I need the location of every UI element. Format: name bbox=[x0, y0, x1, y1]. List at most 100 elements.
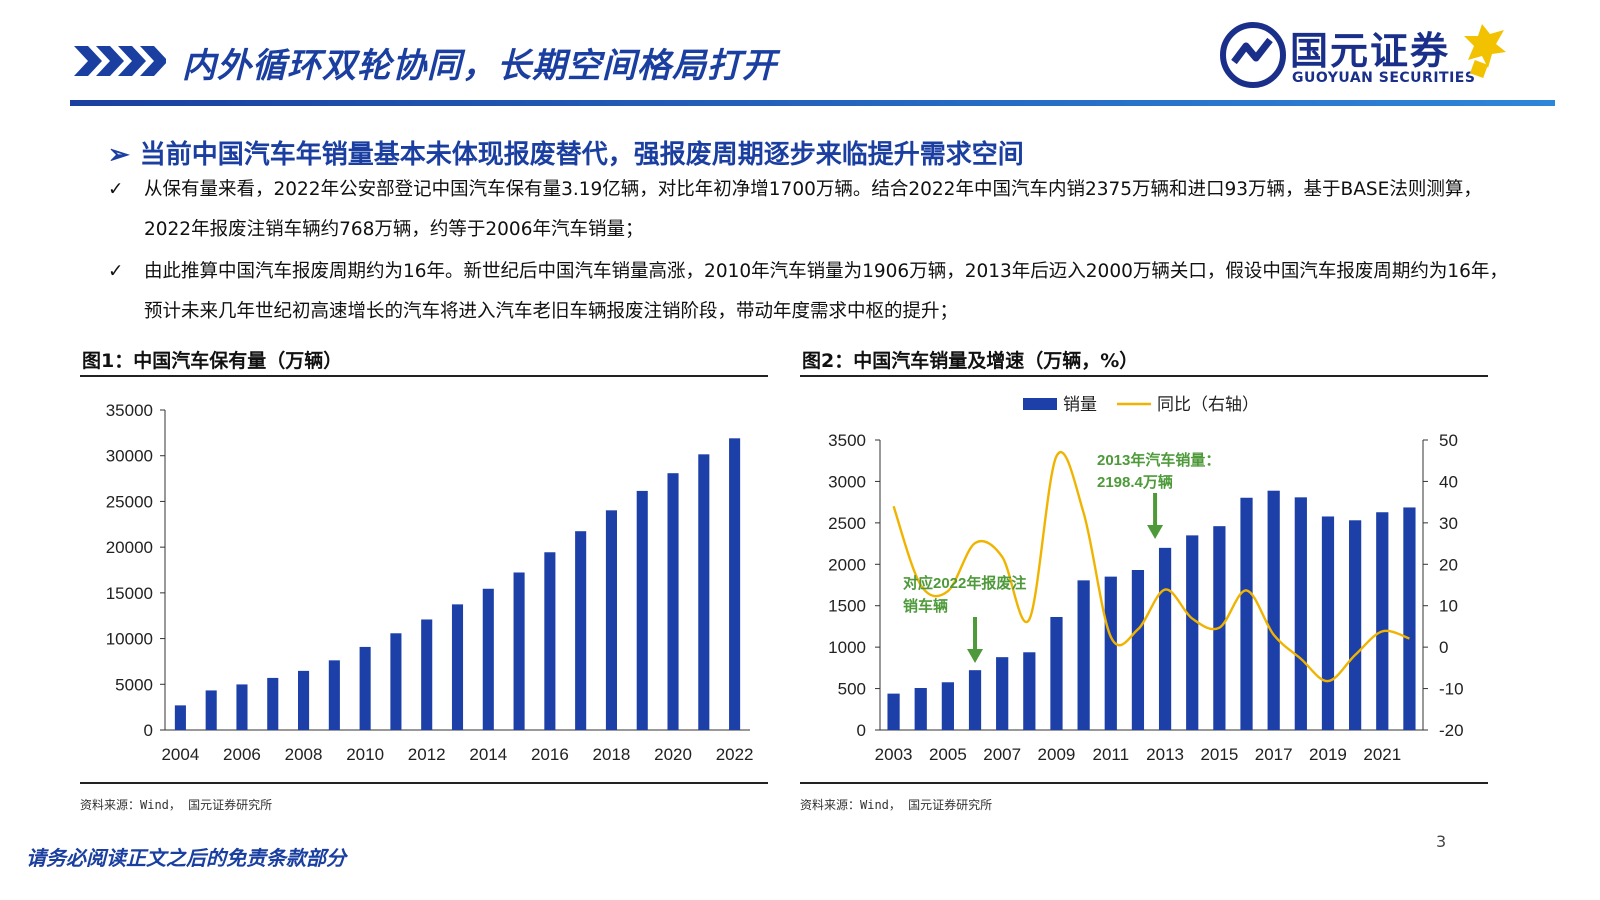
bar-2013 bbox=[1158, 547, 1172, 730]
page-title: 内外循环双轮协同，长期空间格局打开 bbox=[182, 46, 777, 86]
bullet-text: 从保有量来看，2022年公安部登记中国汽车保有量3.19亿辆，对比年初净增170… bbox=[144, 179, 1482, 240]
bar-2019 bbox=[636, 490, 648, 730]
right-y-tick-label: 20 bbox=[1439, 555, 1458, 574]
x-tick-label: 2005 bbox=[929, 745, 967, 764]
right-y-tick-label: 50 bbox=[1439, 431, 1458, 450]
page-number: 3 bbox=[1436, 832, 1447, 851]
section-subheading: ➢ 当前中国汽车年销量基本未体现报废替代，强报废周期逐步来临提升需求空间 bbox=[108, 134, 1024, 171]
figure2-title: 图2：中国汽车销量及增速（万辆，%） bbox=[802, 350, 1139, 372]
annotation-2022-scrap-line1: 对应2022年报废注 bbox=[903, 574, 1026, 592]
annotation-arrow-head-1 bbox=[967, 649, 984, 663]
bar-2011 bbox=[390, 633, 402, 730]
y-tick-label: 0 bbox=[144, 721, 153, 740]
x-tick-label: 2007 bbox=[983, 745, 1021, 764]
y-tick-label: 30000 bbox=[106, 447, 153, 466]
bar-2017 bbox=[575, 531, 587, 730]
bar-2016 bbox=[544, 552, 556, 730]
figure1-top-rule bbox=[80, 375, 768, 377]
right-y-tick-label: -20 bbox=[1439, 721, 1464, 740]
y-tick-label: 20000 bbox=[106, 538, 153, 557]
right-y-tick-label: -10 bbox=[1439, 680, 1464, 699]
x-tick-label: 2015 bbox=[1200, 745, 1238, 764]
left-y-tick-label: 500 bbox=[838, 680, 866, 699]
bar-2017 bbox=[1267, 490, 1280, 730]
checkmark-icon: ✓ bbox=[108, 261, 124, 282]
growth-line bbox=[892, 451, 1410, 683]
logo-emblem-icon bbox=[1220, 22, 1286, 88]
bar-2010 bbox=[1077, 580, 1090, 730]
y-tick-label: 35000 bbox=[106, 401, 153, 420]
bar-2008 bbox=[1023, 652, 1036, 730]
figure2-top-rule bbox=[800, 375, 1488, 377]
right-y-tick-label: 10 bbox=[1439, 597, 1458, 616]
x-tick-label: 2008 bbox=[285, 745, 323, 764]
chevrons-icon bbox=[74, 46, 166, 76]
logo-star-icon bbox=[1464, 24, 1506, 78]
company-logo: 国元证券 GUOYUAN SECURITIES bbox=[1220, 18, 1550, 98]
figure2-chart: 0 500 1000 1500 2000 2500 3000 3500 -20 -10 0 10 20 3… bbox=[828, 395, 1464, 764]
left-y-tick-label: 2500 bbox=[828, 514, 866, 533]
arrow-bullet-icon: ➢ bbox=[108, 140, 130, 170]
x-tick-label: 2011 bbox=[1092, 745, 1129, 764]
bar-2012 bbox=[421, 619, 433, 730]
legend-sales-label: 销量 bbox=[1063, 395, 1097, 414]
figure1-chart: 0 5000 10000 15000 20000 25000 30000 35000 2004 2… bbox=[106, 401, 754, 764]
left-y-tick-label: 1500 bbox=[828, 597, 866, 616]
right-y-tick-label: 0 bbox=[1439, 638, 1448, 657]
header: 内外循环双轮协同，长期空间格局打开 国元证券 GUOYUAN SECURITIE… bbox=[0, 0, 1600, 110]
bar-2006 bbox=[968, 670, 982, 730]
bar-2020 bbox=[667, 473, 679, 730]
logo-english-name: GUOYUAN SECURITIES bbox=[1292, 70, 1476, 86]
bar-2008 bbox=[298, 670, 310, 730]
x-tick-label: 2013 bbox=[1146, 745, 1184, 764]
bar-2010 bbox=[359, 646, 371, 730]
bar-2019 bbox=[1321, 516, 1335, 730]
bar-2022 bbox=[729, 438, 741, 730]
checkmark-icon: ✓ bbox=[108, 179, 124, 200]
left-y-tick-label: 0 bbox=[857, 721, 866, 740]
right-y-tick-label: 30 bbox=[1439, 514, 1458, 533]
bar-2013 bbox=[451, 604, 464, 730]
bar-2018 bbox=[1294, 497, 1307, 730]
x-tick-label: 2012 bbox=[408, 745, 446, 764]
x-tick-label: 2018 bbox=[593, 745, 631, 764]
x-tick-label: 2020 bbox=[654, 745, 692, 764]
x-tick-label: 2003 bbox=[875, 745, 913, 764]
header-divider bbox=[70, 100, 1555, 106]
x-tick-label: 2014 bbox=[469, 745, 507, 764]
bar-2004 bbox=[174, 705, 186, 730]
figure2-source: 资料来源：Wind， 国元证券研究所 bbox=[800, 798, 993, 812]
annotation-2013-sales-line1: 2013年汽车销量： bbox=[1097, 451, 1220, 469]
bar-2015 bbox=[513, 572, 525, 730]
x-tick-label: 2009 bbox=[1038, 745, 1076, 764]
bar-2005 bbox=[205, 690, 217, 730]
bar-2009 bbox=[328, 660, 340, 730]
figure1-source: 资料来源：Wind， 国元证券研究所 bbox=[80, 798, 273, 812]
bar-2018 bbox=[605, 510, 617, 730]
y-tick-label: 25000 bbox=[106, 492, 153, 511]
bar-2006 bbox=[236, 684, 248, 730]
bar-2016 bbox=[1240, 497, 1253, 730]
annotation-2022-scrap-line2: 销车辆 bbox=[903, 597, 948, 615]
left-y-tick-label: 3000 bbox=[828, 472, 866, 491]
subheading-text: 当前中国汽车年销量基本未体现报废替代，强报废周期逐步来临提升需求空间 bbox=[139, 140, 1024, 170]
x-tick-label: 2006 bbox=[223, 745, 261, 764]
bar-2014 bbox=[482, 588, 494, 730]
bar-2014 bbox=[1186, 535, 1199, 730]
figure1-title: 图1：中国汽车保有量（万辆） bbox=[82, 350, 343, 372]
logo-chinese-name: 国元证券 bbox=[1290, 29, 1451, 73]
x-tick-label: 2021 bbox=[1363, 745, 1401, 764]
bar-2021 bbox=[1376, 512, 1389, 730]
y-tick-label: 5000 bbox=[115, 675, 153, 694]
figure2-bottom-rule bbox=[800, 782, 1488, 784]
bar-2021 bbox=[698, 454, 710, 730]
legend-sales-swatch bbox=[1023, 398, 1057, 410]
figure1-bottom-rule bbox=[80, 782, 768, 784]
bar-2009 bbox=[1050, 616, 1063, 730]
bar-2004 bbox=[914, 687, 927, 730]
x-tick-label: 2017 bbox=[1255, 745, 1293, 764]
legend-growth-label: 同比（右轴） bbox=[1157, 395, 1259, 414]
x-tick-label: 2022 bbox=[716, 745, 754, 764]
right-y-tick-label: 40 bbox=[1439, 472, 1458, 491]
bar-2003 bbox=[887, 693, 900, 730]
